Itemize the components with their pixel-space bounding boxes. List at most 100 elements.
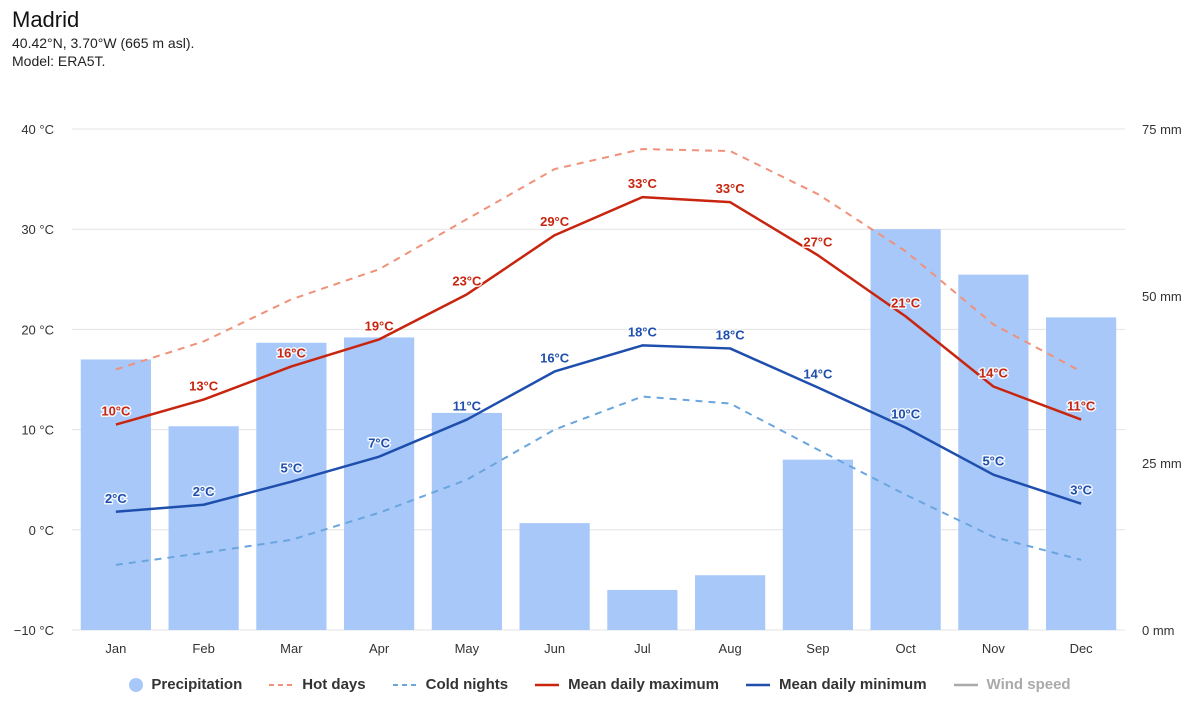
chart-legend: Precipitation Hot days Cold nights Mean … [0,676,1200,693]
data-label-halo: 33°C [628,176,658,191]
precipitation-bar [1046,317,1117,630]
data-label-halo: 27°C [803,234,833,249]
y-right-tick-label: 0 mm [1142,623,1175,638]
mean-max-line [115,195,1082,426]
data-label-halo: 5°C [982,454,1004,469]
cold-nights-line [115,395,1082,566]
precipitation-bar [607,589,678,630]
precipitation-bar [344,337,415,630]
data-label-halo: 18°C [628,324,658,339]
precipitation-swatch-icon [129,677,144,692]
precipitation-bar [168,426,239,630]
y-left-tick-label: 40 °C [21,122,54,137]
legend-item-mean-min[interactable]: Mean daily minimum [745,676,927,693]
y-left-tick-label: 20 °C [21,322,54,337]
x-tick-label: Apr [369,641,390,656]
data-label-halo: 16°C [277,345,307,360]
x-tick-label: Mar [280,641,303,656]
y-left-tick-label: 30 °C [21,222,54,237]
data-label-halo: 2°C [193,484,215,499]
x-tick-label: Aug [719,641,742,656]
data-label-halo: 21°C [891,295,921,310]
legend-label-mean-max: Mean daily maximum [568,676,719,693]
legend-label-precipitation: Precipitation [151,676,243,693]
x-tick-label: Jan [105,641,126,656]
data-label-halo: 5°C [280,461,302,476]
mean-max-data-label: 21°C [891,295,921,310]
mean-min-data-label: 7°C [368,436,390,451]
mean-max-data-label: 14°C [979,366,1009,381]
mean-min-data-label: 3°C [1070,483,1092,498]
mean-max-data-label: 33°C [716,181,746,196]
mean-max-data-label: 16°C [277,345,307,360]
y-left-tick-label: −10 °C [14,623,54,638]
mean-min-data-label: 10°C [891,407,921,422]
x-tick-label: Nov [982,641,1006,656]
y-right-tick-label: 50 mm [1142,289,1182,304]
legend-item-hot-days[interactable]: Hot days [268,676,366,693]
hot-days-line [115,148,1082,373]
mean-max-data-label: 33°C [628,176,658,191]
y-left-tick-label: 10 °C [21,423,54,438]
legend-label-wind-speed: Wind speed [986,676,1071,693]
mean-max-data-label: 29°C [540,214,570,229]
mean-max-data-label: 23°C [452,273,482,288]
data-label-halo: 10°C [891,407,921,422]
precipitation-bar [695,575,766,630]
data-label-halo: 10°C [101,404,131,419]
chart-title: Madrid [12,7,80,32]
mean-min-data-label: 5°C [280,461,302,476]
y-right-tick-label: 25 mm [1142,456,1182,471]
legend-label-cold-nights: Cold nights [425,676,509,693]
data-label-halo: 14°C [979,366,1009,381]
model-label: Model: ERA5T. [12,53,106,69]
location-coords: 40.42°N, 3.70°W (665 m asl). [12,35,195,51]
line-swatch-icon [535,683,560,686]
mean-min-data-label: 18°C [628,324,658,339]
data-label-halo: 33°C [716,181,746,196]
precipitation-bar [431,412,502,630]
x-tick-label: Jul [634,641,651,656]
x-tick-label: Feb [192,641,214,656]
precipitation-bar [958,274,1029,630]
precipitation-bar [256,342,327,630]
data-label-halo: 18°C [716,327,746,342]
precipitation-bar [782,459,853,630]
mean-min-data-label: 14°C [803,367,833,382]
data-label-halo: 16°C [540,350,570,365]
mean-min-line [115,344,1082,514]
precipitation-bar [519,523,590,630]
line-swatch-icon [746,683,770,686]
mean-min-data-label: 18°C [716,327,746,342]
data-label-halo: 19°C [365,318,395,333]
x-tick-label: Dec [1070,641,1094,656]
dashed-line-swatch-icon [269,683,294,686]
data-label-halo: 14°C [803,367,833,382]
data-label-halo: 23°C [452,273,482,288]
legend-item-mean-max[interactable]: Mean daily maximum [534,676,719,693]
precipitation-bar [80,359,151,630]
legend-item-cold-nights[interactable]: Cold nights [392,676,509,693]
mean-min-data-label: 16°C [540,350,570,365]
x-tick-label: Oct [896,641,917,656]
mean-max-data-label: 13°C [189,379,219,394]
chart-header: Madrid 40.42°N, 3.70°W (665 m asl). Mode… [12,6,194,70]
legend-item-wind-speed[interactable]: Wind speed [953,676,1071,693]
legend-label-mean-min: Mean daily minimum [779,676,927,693]
mean-max-data-label: 27°C [803,234,833,249]
mean-min-data-label: 2°C [193,484,215,499]
legend-item-precipitation[interactable]: Precipitation [129,676,242,693]
dashed-line-swatch-icon [392,683,417,686]
mean-min-data-label: 2°C [105,491,127,506]
x-tick-label: Sep [806,641,829,656]
data-label-halo: 2°C [105,491,127,506]
y-right-tick-label: 75 mm [1142,122,1182,137]
data-label-halo: 11°C [453,399,482,414]
mean-max-data-label: 11°C [1067,399,1096,414]
data-label-halo: 3°C [1070,483,1092,498]
precipitation-bar [870,229,941,630]
data-label-halo: 29°C [540,214,570,229]
x-tick-label: Jun [544,641,565,656]
data-label-halo: 13°C [189,379,219,394]
